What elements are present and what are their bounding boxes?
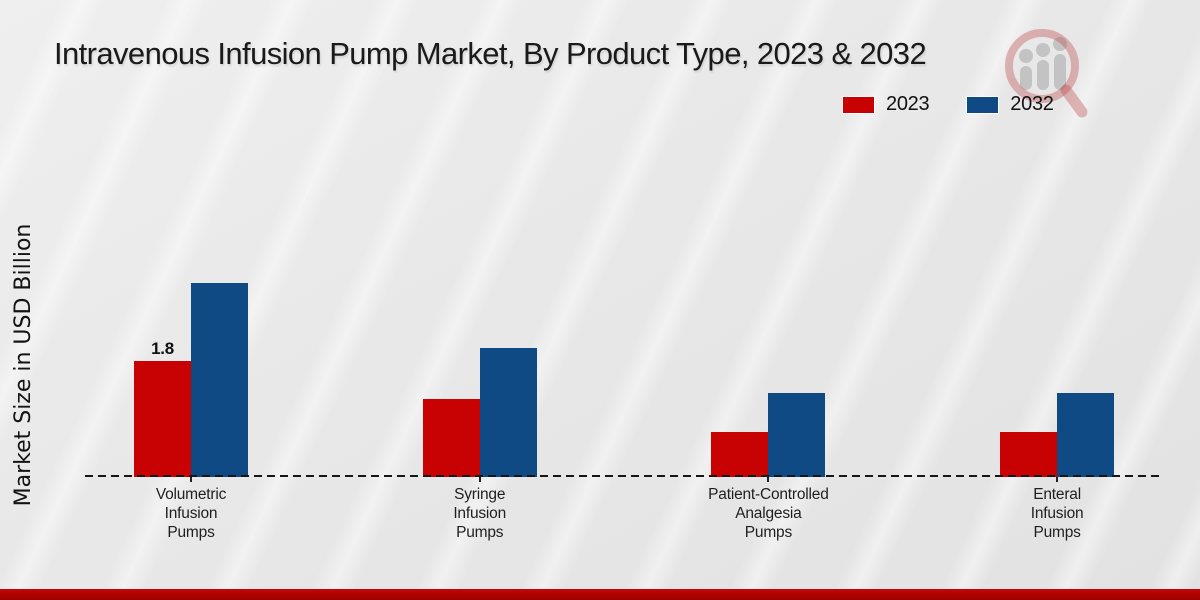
legend: 2023 2032 <box>843 93 1054 116</box>
magnifier-people-logo-icon <box>1000 26 1100 131</box>
legend-item-2023: 2023 <box>843 93 930 116</box>
bar-value-label: 1.8 <box>151 339 174 358</box>
x-axis-tick <box>1056 477 1059 482</box>
x-category-label-2: Patient-Controlled Analgesia Pumps <box>708 486 829 541</box>
footer-stripe <box>0 589 1200 600</box>
x-axis-baseline <box>85 475 1163 477</box>
bar-2032-category-1 <box>479 348 537 477</box>
legend-item-2032: 2032 <box>967 93 1054 116</box>
x-category-label-3: Enteral Infusion Pumps <box>1030 486 1084 541</box>
x-axis-tick <box>767 477 770 482</box>
x-axis-tick <box>478 477 481 482</box>
x-axis-tick <box>190 477 192 482</box>
y-axis-label: Market Size in USD Billion <box>11 223 36 507</box>
bar-2023-category-1 <box>422 399 480 477</box>
x-category-label-1: Syringe Infusion Pumps <box>453 486 507 541</box>
legend-label-2023: 2023 <box>886 93 930 115</box>
legend-swatch-2032 <box>967 96 999 113</box>
bar-2023-category-2 <box>711 432 769 477</box>
bar-2032-category-0 <box>191 283 248 477</box>
bar-2023-category-0 <box>134 361 191 477</box>
x-category-label-0: Volumetric Infusion Pumps <box>155 486 227 541</box>
bar-2023-category-3 <box>1000 432 1058 477</box>
chart-title: Intravenous Infusion Pump Market, By Pro… <box>54 36 927 71</box>
plot-area: 1.8 <box>85 160 1163 477</box>
legend-swatch-2023 <box>843 96 874 113</box>
bar-2032-category-3 <box>1057 393 1115 477</box>
legend-label-2032: 2032 <box>1010 93 1054 115</box>
bar-2032-category-2 <box>768 393 826 477</box>
